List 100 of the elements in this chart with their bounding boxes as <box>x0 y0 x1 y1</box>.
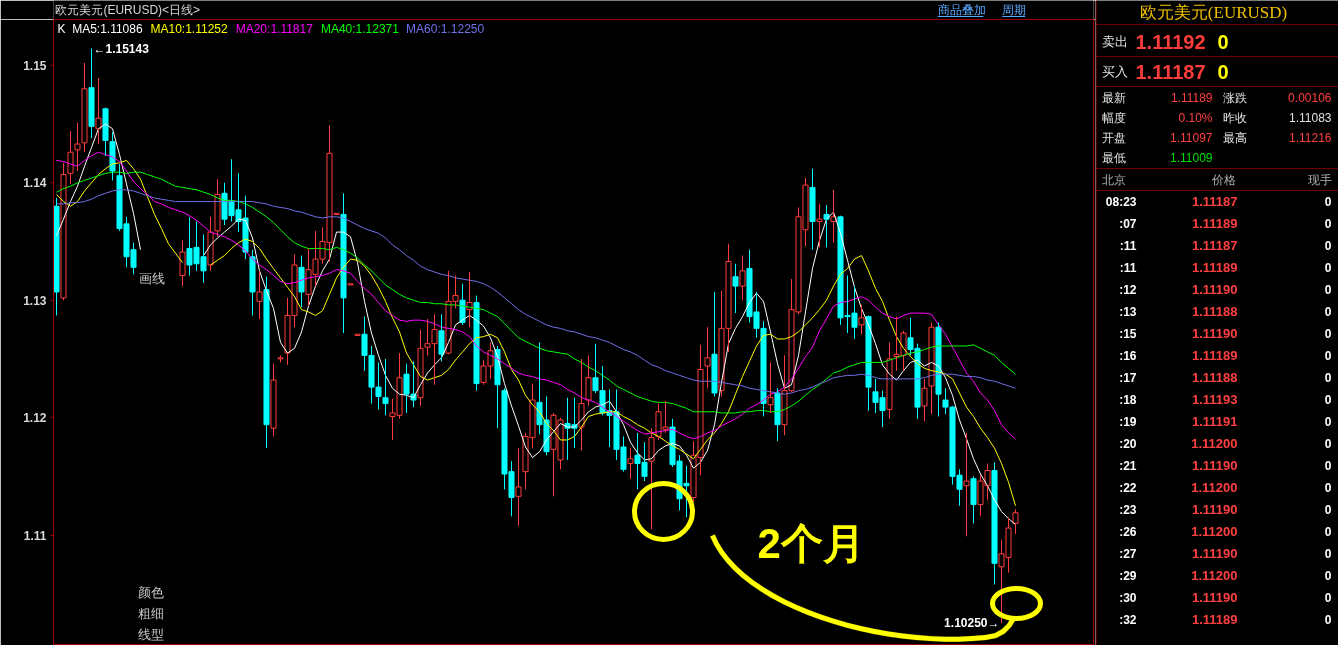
candlestick <box>711 291 718 398</box>
candlestick <box>263 276 270 449</box>
annotation: 1.10250→ <box>944 616 1000 631</box>
text: 0 <box>1324 459 1332 473</box>
candlestick <box>627 447 634 480</box>
candlestick <box>648 427 655 530</box>
chart-title: 欧元美元(EURUSD)<日线> <box>55 3 201 17</box>
candlestick <box>417 329 424 407</box>
text: 0.10% <box>1178 110 1213 125</box>
text: 1.11188 <box>1191 304 1238 319</box>
annotation: 画线 <box>138 271 165 286</box>
text: 1.11200 <box>1191 436 1238 451</box>
candlestick <box>767 361 774 414</box>
annotation: 颜色 <box>137 585 164 600</box>
legend-title: K <box>57 21 66 36</box>
candlestick <box>858 304 865 335</box>
text: :23 <box>1119 502 1137 517</box>
y-tick-label: 1.14 <box>23 176 47 191</box>
text: 0 <box>1324 591 1332 605</box>
text: 1.11189 <box>1191 348 1238 363</box>
y-tick-label: 1.12 <box>23 411 47 426</box>
annotation: ←1.15143 <box>93 41 150 56</box>
text: 1.11097 <box>1170 131 1213 145</box>
y-tick-label: 1.11 <box>23 528 47 543</box>
text: 1.11190 <box>1191 458 1238 473</box>
text: 周期 <box>1002 2 1027 17</box>
text: 1.11187 <box>1191 238 1238 253</box>
candlestick <box>298 255 305 308</box>
text: 商品叠加 <box>937 2 986 17</box>
text: 1.11189 <box>1191 260 1238 275</box>
candlestick <box>991 461 998 585</box>
text: 0 <box>1217 30 1229 53</box>
text: 1.11189 <box>1191 612 1238 627</box>
text: :26 <box>1119 524 1137 539</box>
candlestick <box>830 189 837 244</box>
text: 0 <box>1324 393 1332 407</box>
text: 现手 <box>1307 172 1332 187</box>
text: :07 <box>1119 216 1137 231</box>
candlestick <box>207 216 214 272</box>
line-series <box>56 151 1016 440</box>
candlestick <box>515 447 522 527</box>
text: 1.11190 <box>1191 590 1238 605</box>
candlestick <box>921 378 928 422</box>
text: 开盘 <box>1101 130 1126 145</box>
text: 0.00106 <box>1288 91 1332 105</box>
text: 欧元美元(EURUSD) <box>1139 3 1288 22</box>
candlestick <box>347 283 354 286</box>
text: 1.11083 <box>1289 111 1332 125</box>
text: :19 <box>1119 414 1137 429</box>
candlestick <box>270 363 277 437</box>
candlestick <box>1012 508 1019 535</box>
candlestick <box>102 108 109 157</box>
text: 1.11187 <box>1135 60 1206 83</box>
candlestick <box>340 192 347 334</box>
text: :32 <box>1119 612 1137 627</box>
line-series <box>56 189 1016 395</box>
text: 0 <box>1324 195 1332 209</box>
text: 0 <box>1324 415 1332 429</box>
text: :18 <box>1119 392 1137 407</box>
text: :13 <box>1119 304 1137 319</box>
text: 1.11190 <box>1191 546 1238 561</box>
candlestick <box>88 48 95 139</box>
y-tick-label: 1.15 <box>23 58 47 73</box>
text: MA40:1.12371 <box>320 21 400 36</box>
text: :16 <box>1119 348 1137 363</box>
candlestick <box>53 197 60 316</box>
candlestick <box>60 162 67 301</box>
candlestick <box>865 316 872 412</box>
text: :22 <box>1119 480 1137 495</box>
candlestick <box>774 387 781 442</box>
annotation: 粗细 <box>137 606 164 621</box>
candlestick <box>382 358 389 416</box>
text: 1.11188 <box>1191 370 1238 385</box>
text: MA60:1.12250 <box>406 21 485 36</box>
text: 1.11200 <box>1191 480 1238 495</box>
text: :20 <box>1119 436 1137 451</box>
candlestick <box>214 178 221 238</box>
text: 0 <box>1324 283 1332 297</box>
candlestick <box>816 203 823 248</box>
candlestick <box>704 326 711 389</box>
text: :15 <box>1119 326 1137 341</box>
text: 0 <box>1324 525 1332 539</box>
candlestick <box>74 122 81 172</box>
text: 1.11189 <box>1191 216 1238 231</box>
text: :17 <box>1119 370 1137 385</box>
text: 1.11190 <box>1191 282 1238 297</box>
candlestick <box>179 239 186 287</box>
text: 北京 <box>1101 172 1126 187</box>
y-tick-label: 1.13 <box>23 293 47 308</box>
text: 1.11187 <box>1191 194 1238 209</box>
text: 0 <box>1324 613 1332 627</box>
text: 1.11200 <box>1191 524 1238 539</box>
text: 0 <box>1324 327 1332 341</box>
text: :11 <box>1119 260 1137 275</box>
text: 1.11200 <box>1191 568 1238 583</box>
annotation: 线型 <box>137 627 164 642</box>
candlestick <box>578 358 585 452</box>
text: 0 <box>1324 503 1332 517</box>
text: 1.11192 <box>1135 30 1206 53</box>
text: :30 <box>1119 590 1137 605</box>
